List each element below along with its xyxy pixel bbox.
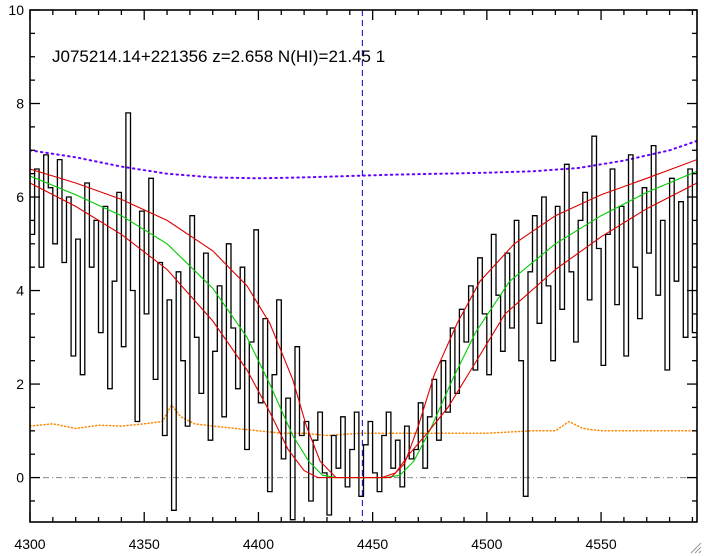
x-tick-label: 4500 [471,536,502,552]
y-tick-label: 0 [16,470,24,486]
flux-series [30,112,697,521]
chart-title: J075214.14+221356 z=2.658 N(HI)=21.45 1 [52,47,385,66]
y-tick-label: 10 [8,2,24,18]
axes: 4300 4350 4400 4450 4500 4550 0 2 4 6 8 10 [8,2,698,552]
resize-grip-icon[interactable] [688,540,702,554]
y-tick-label: 4 [16,283,24,299]
x-tick-label: 4400 [243,536,274,552]
y-tick-label: 2 [16,376,24,392]
bound-lower-series [30,182,697,479]
error-series [30,403,697,437]
x-tick-label: 4450 [357,536,388,552]
plot-area [30,10,697,522]
x-tick-label: 4350 [129,536,160,552]
x-tick-label: 4300 [14,536,45,552]
x-tick-label: 4550 [585,536,616,552]
plot-frame [29,9,698,523]
y-tick-label: 8 [16,96,24,112]
y-tick-label: 6 [16,189,24,205]
continuum-series [30,139,697,180]
